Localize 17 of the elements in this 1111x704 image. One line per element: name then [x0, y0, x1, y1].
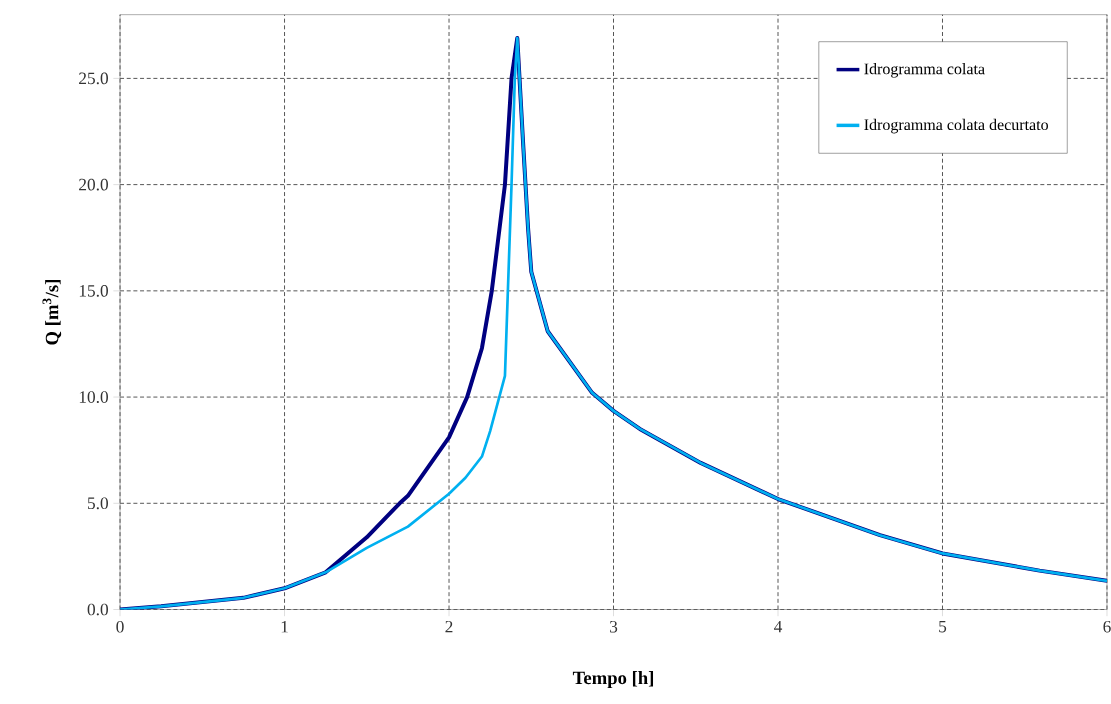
x-axis-title: Tempo [h]	[572, 670, 654, 688]
legend-label: Idrogramma colata	[864, 62, 985, 78]
y-tick-label: 0.0	[87, 603, 108, 616]
y-tick-label: 25.0	[79, 72, 108, 85]
y-axis-title: Q [m$^{3}$/s]	[42, 279, 62, 345]
y-tick-label: 5.0	[87, 497, 108, 510]
x-tick-label: 3	[610, 620, 618, 633]
y-tick-label: 20.0	[79, 178, 108, 191]
x-tick-label: 6	[1103, 620, 1111, 633]
x-tick-label: 5	[939, 620, 947, 633]
x-tick-label: 4	[774, 620, 783, 633]
legend-label: Idrogramma colata decurtato	[864, 118, 1048, 134]
x-tick-label: 2	[445, 620, 453, 633]
y-tick-label: 15.0	[79, 284, 108, 297]
x-tick-label: 0	[116, 620, 124, 633]
x-tick-label: 1	[281, 620, 288, 633]
y-tick-label: 10.0	[79, 391, 108, 403]
